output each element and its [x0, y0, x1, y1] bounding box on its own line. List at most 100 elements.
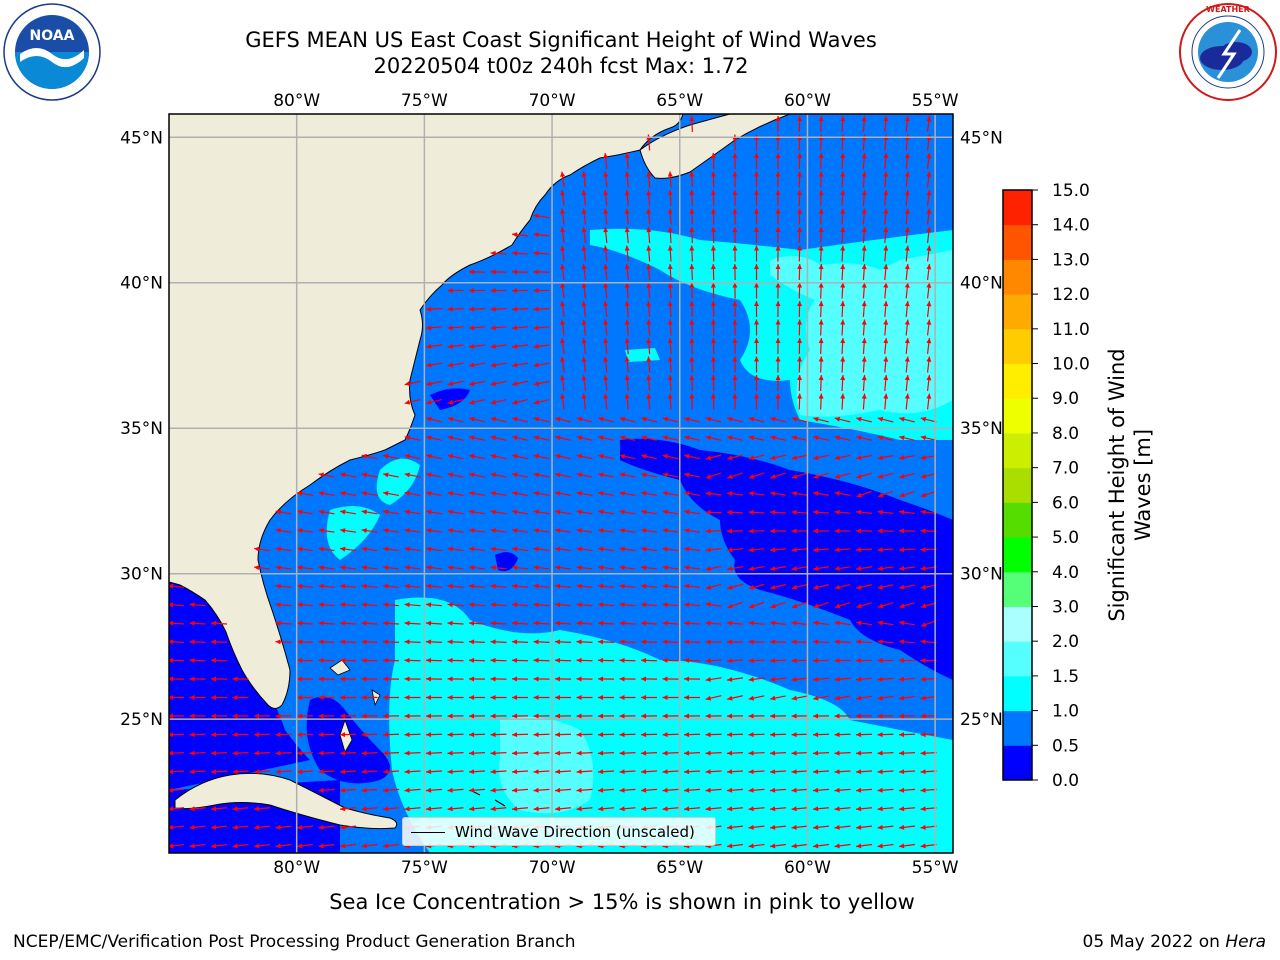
wave-direction-arrow	[726, 676, 744, 682]
wave-direction-arrow	[705, 528, 722, 534]
wave-direction-arrow	[169, 750, 185, 756]
wave-direction-arrow	[447, 416, 464, 423]
wave-direction-arrow	[361, 750, 378, 756]
wave-direction-arrow	[339, 732, 357, 738]
chart-title: GEFS MEAN US East Coast Significant Heig…	[245, 28, 877, 52]
wave-direction-arrow	[296, 713, 314, 719]
wave-direction-arrow	[447, 491, 464, 497]
wave-direction-arrow	[705, 695, 722, 701]
wave-direction-arrow	[705, 435, 722, 441]
wave-direction-arrow	[732, 152, 738, 170]
wave-direction-arrow	[813, 528, 829, 534]
wave-direction-arrow	[560, 393, 566, 410]
wave-direction-arrow	[748, 435, 765, 441]
wave-direction-arrow	[447, 602, 464, 608]
wave-direction-arrow	[318, 657, 335, 663]
wave-direction-arrow	[512, 416, 528, 423]
wave-direction-arrow	[469, 416, 485, 423]
wave-direction-arrow	[340, 472, 356, 478]
wave-direction-arrow	[169, 806, 185, 812]
wave-direction-arrow	[883, 245, 889, 262]
wave-direction-arrow	[581, 263, 587, 281]
wave-direction-arrow	[899, 490, 915, 498]
wave-direction-arrow	[926, 374, 932, 392]
wave-direction-arrow	[662, 713, 679, 719]
wave-direction-arrow	[775, 208, 781, 225]
wave-direction-arrow	[603, 337, 609, 355]
wave-direction-arrow	[920, 528, 937, 534]
wave-direction-arrow	[554, 565, 572, 571]
wave-direction-arrow	[511, 583, 529, 589]
wave-direction-arrow	[732, 374, 738, 392]
wave-direction-arrow	[818, 356, 824, 373]
wave-direction-arrow	[683, 694, 701, 700]
colorbar-segment	[1003, 571, 1032, 607]
wave-direction-arrow	[775, 189, 781, 207]
wave-direction-arrow	[748, 528, 765, 534]
wave-direction-arrow	[253, 843, 271, 849]
wave-direction-arrow	[511, 565, 529, 571]
wave-direction-arrow	[361, 546, 378, 552]
wave-direction-arrow	[533, 769, 550, 775]
wave-direction-arrow	[926, 226, 932, 244]
wave-direction-arrow	[576, 639, 593, 645]
wave-direction-arrow	[920, 769, 937, 775]
wave-direction-arrow	[533, 399, 550, 405]
wave-direction-arrow	[404, 806, 421, 812]
wave-direction-arrow	[554, 750, 572, 756]
wave-direction-arrow	[727, 695, 743, 701]
wave-direction-arrow	[382, 546, 400, 552]
wave-direction-arrow	[603, 189, 609, 207]
wave-direction-arrow	[813, 472, 829, 479]
wave-direction-arrow	[619, 602, 636, 608]
wave-direction-arrow	[490, 491, 507, 497]
wave-direction-arrow	[554, 602, 572, 608]
wave-direction-arrow	[898, 528, 916, 534]
wave-direction-arrow	[447, 694, 464, 700]
wave-direction-arrow	[189, 713, 206, 719]
wave-direction-arrow	[818, 189, 824, 207]
wave-direction-arrow	[904, 374, 910, 392]
wave-direction-arrow	[169, 843, 185, 849]
wave-direction-arrow	[339, 620, 357, 626]
wave-direction-arrow	[426, 491, 442, 497]
wave-direction-arrow	[705, 509, 722, 515]
wave-direction-arrow	[275, 750, 292, 756]
wave-direction-arrow	[883, 337, 889, 355]
wave-direction-arrow	[710, 171, 716, 188]
wave-direction-arrow	[883, 263, 889, 281]
wave-direction-arrow	[834, 769, 851, 775]
wave-direction-arrow	[468, 639, 486, 645]
wave-direction-arrow	[296, 583, 314, 589]
wave-direction-arrow	[361, 620, 378, 626]
wave-direction-arrow	[834, 676, 851, 682]
wave-direction-arrow	[797, 226, 803, 244]
wave-direction-arrow	[646, 189, 652, 207]
wave-direction-arrow	[732, 208, 738, 225]
wave-direction-arrow	[727, 565, 743, 572]
wave-direction-arrow	[732, 245, 738, 262]
wave-direction-arrow	[855, 565, 873, 571]
wave-direction-arrow	[447, 528, 464, 534]
wave-direction-arrow	[726, 547, 744, 553]
wave-direction-arrow	[818, 393, 824, 410]
wave-direction-arrow	[210, 713, 228, 719]
wave-direction-arrow	[689, 189, 695, 207]
wave-direction-arrow	[769, 509, 787, 515]
wave-direction-arrow	[856, 490, 872, 498]
wave-direction-arrow	[662, 750, 679, 756]
wave-direction-arrow	[490, 250, 507, 256]
wave-direction-arrow	[926, 245, 932, 262]
wave-direction-arrow	[683, 565, 701, 571]
wave-direction-arrow	[818, 245, 824, 262]
nws-logo: WEATHER	[1179, 3, 1277, 101]
wave-direction-arrow	[490, 380, 507, 387]
wave-direction-arrow	[490, 620, 507, 626]
wave-direction-arrow	[797, 152, 803, 170]
wave-direction-arrow	[576, 732, 593, 738]
wave-direction-arrow	[775, 337, 781, 355]
wave-direction-arrow	[662, 491, 679, 497]
wave-direction-arrow	[597, 639, 615, 645]
wave-direction-arrow	[468, 546, 486, 552]
wave-direction-arrow	[555, 453, 571, 460]
